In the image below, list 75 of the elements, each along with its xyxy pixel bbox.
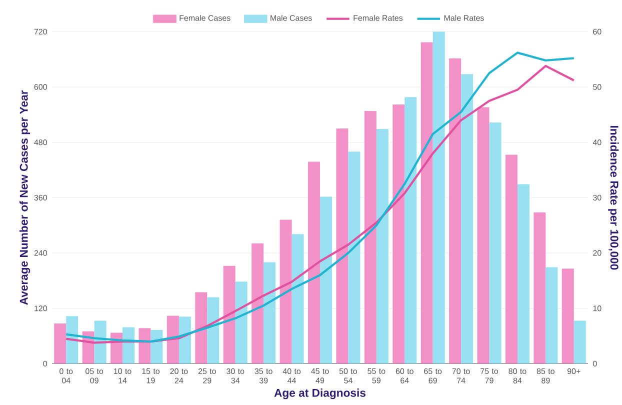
y2-tick-label: 60 — [593, 28, 602, 35]
x-tick-label: 25 to 29 — [198, 368, 216, 384]
legend-label: Female Cases — [180, 14, 230, 21]
legend-label: Male Cases — [270, 14, 312, 21]
bar — [546, 267, 558, 364]
bar — [534, 212, 546, 364]
y-tick-label: 720 — [34, 28, 47, 35]
bar — [207, 297, 220, 364]
bar — [320, 196, 332, 364]
y-tick-label: 240 — [34, 250, 47, 256]
bar — [150, 330, 163, 364]
bar — [461, 74, 474, 364]
y-tick-label: 120 — [34, 306, 47, 312]
bar — [505, 154, 518, 364]
x-tick-label: 20 to 24 — [170, 368, 188, 384]
bar — [562, 268, 574, 364]
x-tick-label: 10 to 14 — [114, 368, 132, 384]
y-tick-label: 600 — [34, 84, 47, 90]
x-tick-label: 40 to 44 — [282, 368, 301, 384]
y2-tick-label: 50 — [593, 84, 602, 90]
legend-label: Male Rates — [444, 14, 484, 21]
y2-tick-label: 40 — [592, 140, 602, 146]
x-axis-title: Age at Diagnosis — [274, 388, 366, 400]
x-tick-label: 75 to 79 — [480, 368, 498, 384]
y2-tick-label: 20 — [593, 250, 602, 256]
y-tick-label: 480 — [34, 140, 47, 146]
bar — [138, 328, 151, 364]
bar — [348, 152, 360, 364]
x-tick-label: 50 to 54 — [339, 368, 357, 384]
x-tick-label: 55 to 59 — [368, 368, 386, 384]
bar — [54, 324, 66, 364]
x-tick-label: 0 to 04 — [60, 368, 73, 384]
bar — [292, 234, 304, 364]
bar — [489, 122, 502, 364]
bar — [449, 58, 462, 364]
bar — [517, 184, 530, 364]
x-tick-label: 65 to 69 — [424, 368, 442, 384]
bar — [122, 327, 135, 364]
bar — [178, 316, 191, 364]
x-tick-label: 15 to 19 — [142, 368, 160, 384]
y2-tick-label: 10 — [593, 306, 602, 312]
bar — [404, 97, 417, 364]
y2-tick-label: 30 — [593, 194, 602, 201]
bar — [166, 316, 179, 364]
bar — [364, 110, 376, 364]
x-tick-label: 35 to 39 — [254, 368, 272, 384]
x-tick-label: 05 to 09 — [86, 368, 104, 384]
x-tick-label: 80 to 84 — [508, 368, 526, 384]
bar — [376, 128, 388, 364]
y-axis-title: Average Number of New Cases per Year — [20, 90, 30, 305]
bar — [308, 162, 320, 364]
x-tick-label: 90+ — [567, 368, 580, 374]
bar — [195, 292, 208, 364]
bar — [420, 42, 433, 364]
bar — [574, 320, 586, 364]
x-tick-label: 30 to 34 — [226, 368, 244, 384]
bar — [432, 32, 445, 364]
bar — [235, 282, 248, 364]
bar — [392, 104, 405, 364]
bar — [280, 220, 292, 364]
x-tick-label: 70 to 74 — [452, 368, 470, 384]
bar — [264, 262, 276, 364]
x-tick-label: 45 to 49 — [311, 368, 329, 384]
legend-label: Female Rates — [354, 14, 403, 21]
y2-axis-title: Incidence Rate per 100,000 — [608, 126, 619, 270]
y-tick-label: 360 — [34, 194, 47, 201]
bar — [223, 266, 236, 364]
bar — [66, 316, 78, 364]
bar — [477, 107, 490, 364]
x-tick-label: 60 to 64 — [396, 368, 414, 384]
bar — [252, 243, 264, 364]
bar — [336, 128, 348, 364]
y2-tick-label: 0 — [593, 360, 597, 367]
x-tick-label: 85 to 89 — [536, 368, 554, 384]
y-tick-label: 0 — [43, 360, 47, 367]
